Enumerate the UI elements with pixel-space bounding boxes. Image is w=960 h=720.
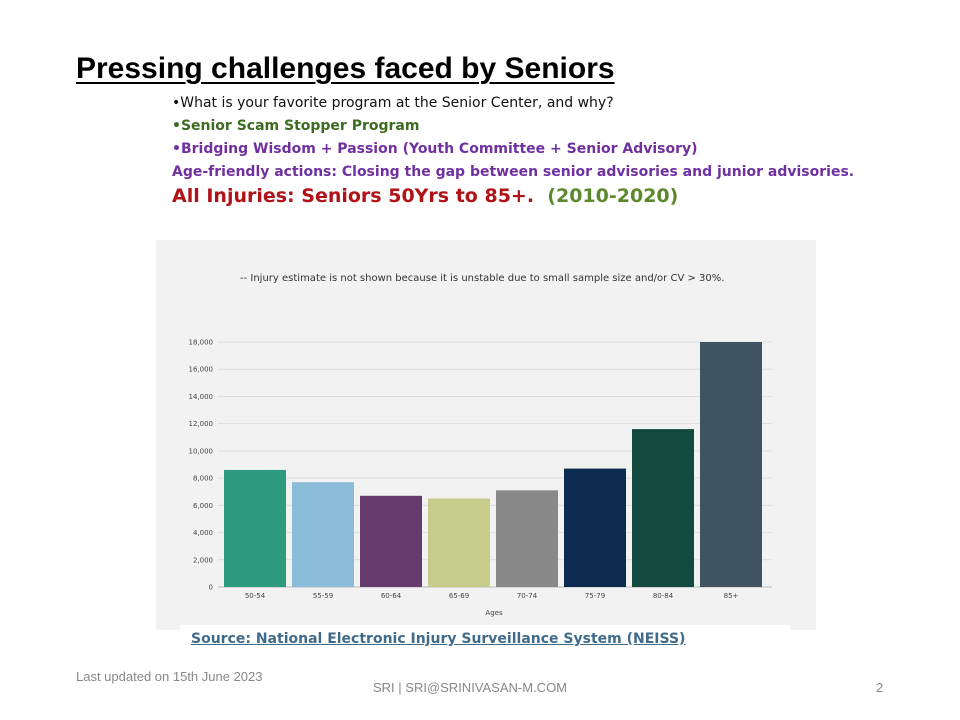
y-tick-label: 12,000 bbox=[189, 420, 214, 428]
chart-image: -- Injury estimate is not shown because … bbox=[156, 240, 816, 630]
bullet-bridging-wisdom: •Bridging Wisdom + Passion (Youth Commit… bbox=[172, 141, 698, 157]
y-tick-label: 8,000 bbox=[193, 475, 213, 483]
bar-50-54 bbox=[224, 469, 286, 587]
bar-85plus bbox=[700, 342, 762, 587]
y-tick-label: 16,000 bbox=[189, 366, 214, 374]
slide-title: Pressing challenges faced by Seniors bbox=[76, 52, 615, 85]
x-tick-label: 50-54 bbox=[245, 592, 266, 600]
source-box: Source: National Electronic Injury Surve… bbox=[180, 625, 790, 657]
footer-updated: Last updated on 15th June 2023 bbox=[76, 669, 263, 684]
y-tick-label: 18,000 bbox=[189, 339, 214, 347]
chart-headline: All Injuries: Seniors 50Yrs to 85+. (201… bbox=[172, 185, 678, 207]
y-tick-label: 10,000 bbox=[189, 447, 214, 455]
y-tick-label: 2,000 bbox=[193, 556, 213, 564]
footer-author: SRI | SRI@SRINIVASAN-M.COM bbox=[373, 680, 568, 695]
bar-70-74 bbox=[496, 490, 558, 587]
page-number: 2 bbox=[876, 680, 884, 695]
chart-note: -- Injury estimate is not shown because … bbox=[240, 273, 724, 284]
x-tick-label: 75-79 bbox=[585, 592, 605, 600]
headline-injuries: All Injuries: Seniors 50Yrs to 85+. bbox=[172, 185, 535, 207]
bar-chart: -- Injury estimate is not shown because … bbox=[189, 273, 772, 617]
headline-years: (2010-2020) bbox=[547, 185, 679, 207]
bar-55-59 bbox=[292, 482, 354, 587]
x-tick-label: 60-64 bbox=[381, 592, 402, 600]
x-tick-label: 65-69 bbox=[449, 592, 469, 600]
age-friendly-actions: Age-friendly actions: Closing the gap be… bbox=[172, 164, 855, 180]
x-tick-label: 55-59 bbox=[313, 592, 333, 600]
bar-80-84 bbox=[632, 429, 694, 587]
x-tick-label: 85+ bbox=[724, 592, 739, 600]
bar-60-64 bbox=[360, 495, 422, 587]
y-tick-label: 4,000 bbox=[193, 529, 213, 537]
y-tick-label: 14,000 bbox=[189, 393, 214, 401]
bullet-list: •What is your favorite program at the Se… bbox=[172, 92, 854, 184]
y-tick-label: 6,000 bbox=[193, 502, 213, 510]
x-tick-label: 70-74 bbox=[517, 592, 538, 600]
bullet-scam-stopper: •Senior Scam Stopper Program bbox=[172, 118, 420, 134]
y-tick-label: 0 bbox=[209, 584, 213, 592]
x-tick-label: 80-84 bbox=[653, 592, 674, 600]
bar-65-69 bbox=[428, 498, 490, 587]
bullet-favorite-program: •What is your favorite program at the Se… bbox=[172, 95, 614, 111]
source-link[interactable]: Source: National Electronic Injury Surve… bbox=[191, 631, 686, 647]
x-axis-label: Ages bbox=[485, 609, 503, 617]
bar-75-79 bbox=[564, 468, 626, 587]
